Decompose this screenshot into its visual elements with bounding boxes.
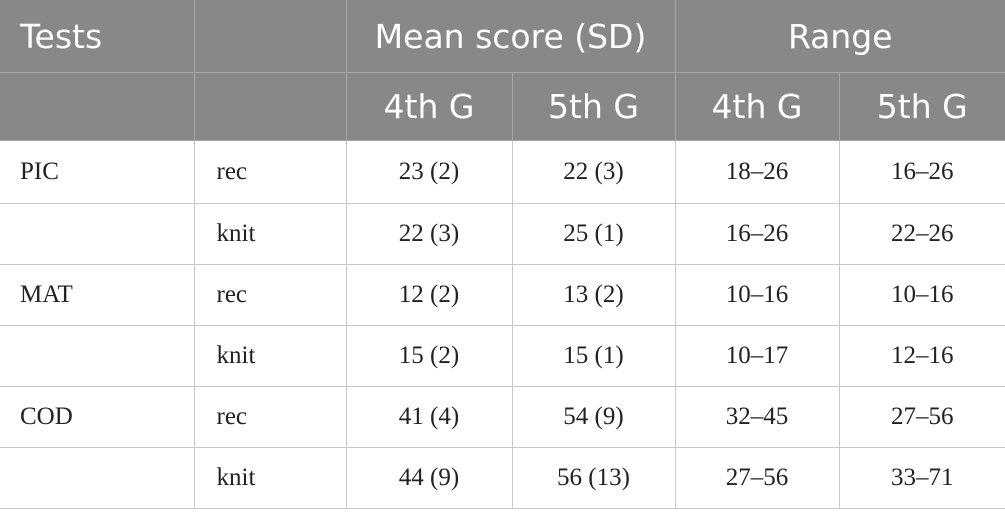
header-mean-4th: 4th G <box>346 72 513 141</box>
cell-condition: knit <box>194 203 347 265</box>
table-row: MAT rec 12 (2) 13 (2) 10–16 10–16 <box>0 264 1005 326</box>
cell-mean-5th: 25 (1) <box>512 203 676 265</box>
cell-range-4th: 16–26 <box>675 203 840 265</box>
header-range-5th: 5th G <box>839 72 1005 141</box>
cell-condition: rec <box>194 264 347 326</box>
cell-mean-4th: 44 (9) <box>346 447 513 509</box>
header-mean-score: Mean score (SD) <box>346 0 676 73</box>
cell-range-5th: 12–16 <box>839 325 1005 387</box>
cell-test: COD <box>0 386 195 448</box>
cell-mean-4th: 22 (3) <box>346 203 513 265</box>
cell-mean-4th: 12 (2) <box>346 264 513 326</box>
header-sub-blank-2 <box>194 72 347 141</box>
cell-mean-5th: 15 (1) <box>512 325 676 387</box>
cell-test: PIC <box>0 140 195 204</box>
cell-range-5th: 16–26 <box>839 140 1005 204</box>
header-blank <box>194 0 347 73</box>
cell-range-4th: 10–17 <box>675 325 840 387</box>
cell-condition: knit <box>194 325 347 387</box>
cell-condition: knit <box>194 447 347 509</box>
header-sub-blank-1 <box>0 72 195 141</box>
cell-test: MAT <box>0 264 195 326</box>
scores-table: Tests Mean score (SD) Range 4th G 5th G … <box>0 0 1005 509</box>
cell-range-5th: 27–56 <box>839 386 1005 448</box>
table-row: PIC rec 23 (2) 22 (3) 18–26 16–26 <box>0 140 1005 204</box>
table-row: knit 22 (3) 25 (1) 16–26 22–26 <box>0 203 1005 265</box>
header-row-main: Tests Mean score (SD) Range <box>0 0 1005 73</box>
cell-mean-4th: 15 (2) <box>346 325 513 387</box>
table-row: COD rec 41 (4) 54 (9) 32–45 27–56 <box>0 386 1005 448</box>
table-body: PIC rec 23 (2) 22 (3) 18–26 16–26 knit 2… <box>0 140 1005 509</box>
cell-mean-5th: 56 (13) <box>512 447 676 509</box>
header-range-4th: 4th G <box>675 72 840 141</box>
cell-mean-4th: 23 (2) <box>346 140 513 204</box>
cell-range-5th: 10–16 <box>839 264 1005 326</box>
header-range: Range <box>675 0 1005 73</box>
header-mean-5th: 5th G <box>512 72 676 141</box>
cell-condition: rec <box>194 386 347 448</box>
cell-mean-5th: 54 (9) <box>512 386 676 448</box>
cell-range-4th: 10–16 <box>675 264 840 326</box>
table-row: knit 15 (2) 15 (1) 10–17 12–16 <box>0 325 1005 387</box>
cell-range-4th: 32–45 <box>675 386 840 448</box>
cell-mean-4th: 41 (4) <box>346 386 513 448</box>
cell-test <box>0 325 195 387</box>
cell-range-5th: 22–26 <box>839 203 1005 265</box>
cell-mean-5th: 22 (3) <box>512 140 676 204</box>
header-tests: Tests <box>0 0 195 73</box>
cell-condition: rec <box>194 140 347 204</box>
cell-test <box>0 203 195 265</box>
cell-mean-5th: 13 (2) <box>512 264 676 326</box>
table-header: Tests Mean score (SD) Range 4th G 5th G … <box>0 0 1005 141</box>
table-row: knit 44 (9) 56 (13) 27–56 33–71 <box>0 447 1005 509</box>
cell-range-5th: 33–71 <box>839 447 1005 509</box>
header-row-sub: 4th G 5th G 4th G 5th G <box>0 72 1005 141</box>
cell-range-4th: 18–26 <box>675 140 840 204</box>
cell-test <box>0 447 195 509</box>
cell-range-4th: 27–56 <box>675 447 840 509</box>
